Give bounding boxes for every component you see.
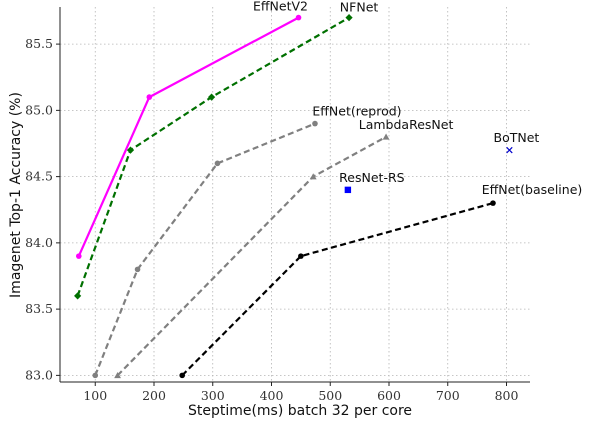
- marker-stroke: [506, 146, 513, 154]
- x-tick-label: 500: [318, 388, 342, 403]
- y-tick-label: 83.5: [25, 301, 53, 316]
- data-point-effnet-reprod: [92, 372, 99, 379]
- x-tick-label: 800: [495, 388, 519, 403]
- data-point-effnet-baseline: [298, 253, 304, 259]
- y-axis-title: Imagenet Top-1 Accuracy (%): [8, 92, 24, 298]
- series-effnet-reprod: [92, 120, 318, 379]
- series-effnetv2: [76, 14, 302, 259]
- series-label-lambdaresnet: LambdaResNet: [359, 117, 454, 132]
- series-line-effnet-reprod: [94, 122, 316, 376]
- y-tick-label: 85.0: [25, 102, 53, 117]
- data-point-nfnet: [126, 146, 135, 154]
- x-tick-label: 400: [260, 388, 284, 403]
- series-line-nfnet: [76, 16, 350, 297]
- data-point-effnet-reprod: [214, 160, 221, 167]
- series-layer: [74, 14, 513, 379]
- y-tick-label: 83.0: [25, 367, 53, 382]
- series-label-effnet-baseline: EffNet(baseline): [482, 182, 583, 197]
- data-point-lambdaresnet: [114, 371, 121, 379]
- data-point-effnetv2: [76, 253, 82, 259]
- data-point-effnet-reprod: [134, 266, 141, 273]
- series-nfnet: [74, 14, 353, 300]
- series-botnet: [506, 146, 513, 154]
- data-point-effnet-baseline: [179, 372, 185, 379]
- y-tick-label: 85.5: [25, 36, 53, 51]
- series-label-nfnet: NFNet: [340, 0, 379, 15]
- series-labels: EffNetV2 NFNet EffNet(reprod)LambdaResNet E…: [253, 0, 582, 197]
- data-point-lambdaresnet: [382, 133, 390, 140]
- series-label-resnet-rs: ResNet-RS: [339, 170, 404, 185]
- x-tick-label: 300: [201, 388, 225, 403]
- series-effnet-baseline: [179, 200, 496, 379]
- data-point-effnet-reprod: [312, 120, 318, 127]
- grid: [60, 7, 530, 382]
- x-tick-label: 200: [142, 388, 166, 403]
- data-point-effnetv2: [295, 14, 302, 21]
- axes: 100 200 300 400 500 600 700 800 83.0 83.5 84.0 84.5…: [25, 7, 530, 403]
- series-label-botnet: BoTNet: [494, 130, 540, 145]
- series-line-effnetv2: [77, 16, 300, 257]
- series-lambdaresnet: [114, 133, 390, 379]
- series-line-effnet-baseline: [181, 202, 494, 377]
- data-point-effnet-baseline: [490, 200, 496, 206]
- x-tick-label: 600: [377, 388, 401, 403]
- data-point-resnet-rs: [344, 186, 352, 194]
- data-point-effnetv2: [146, 94, 153, 100]
- series-resnet-rs: [344, 186, 352, 194]
- data-point-nfnet: [345, 14, 353, 22]
- y-tick-label: 84.0: [25, 235, 53, 250]
- data-point-nfnet: [74, 292, 82, 300]
- series-label-effnet-reprod: EffNet(reprod): [312, 104, 401, 119]
- x-axis-title: Steptime(ms) batch 32 per core: [188, 403, 412, 419]
- series-label-effnetv2: EffNetV2: [253, 0, 308, 14]
- data-point-nfnet: [207, 93, 216, 101]
- x-tick-label: 700: [436, 388, 460, 403]
- x-tick-label: 100: [83, 388, 107, 403]
- data-point-lambdaresnet: [309, 173, 317, 180]
- data-point-botnet: [506, 146, 513, 154]
- y-tick-label: 84.5: [25, 169, 53, 184]
